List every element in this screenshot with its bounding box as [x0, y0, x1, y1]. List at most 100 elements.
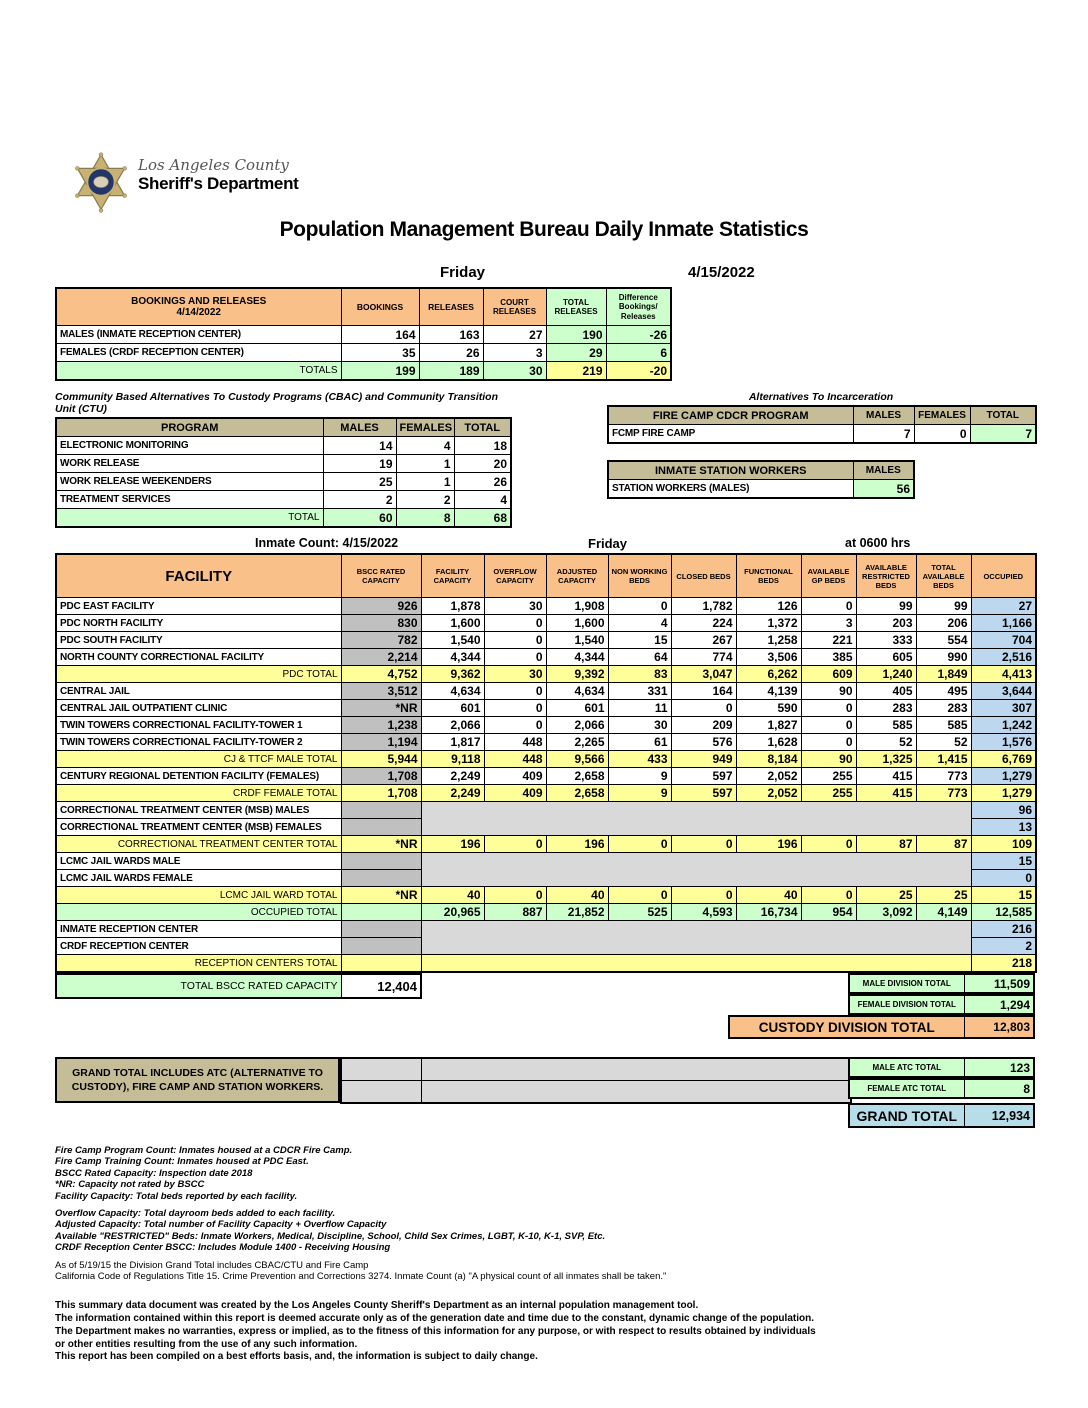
occupied-cell: 1,576	[970, 733, 1037, 751]
value-cell: 35	[340, 343, 420, 362]
col-closed-beds: CLOSED BEDS	[670, 553, 737, 598]
grand-total-zone: GRAND TOTAL INCLUDES ATC (ALTERNATIVE TO…	[55, 1057, 1035, 1128]
col-facility-capacity: FACILITY CAPACITY	[420, 553, 485, 598]
female-atc-row: FEMALE ATC TOTAL 8	[848, 1078, 1035, 1099]
value-cell: 830	[340, 614, 422, 632]
value-cell: 409	[483, 767, 547, 785]
value-cell: 585	[915, 716, 972, 734]
occupied-cell: 12,585	[970, 903, 1037, 921]
facility-label: TWIN TOWERS CORRECTIONAL FACILITY-TOWER …	[55, 733, 342, 751]
occupied-cell: 6,769	[970, 750, 1037, 768]
cbac-row: TREATMENT SERVICES 2 2 4	[55, 490, 512, 509]
col-females: FEMALES	[395, 417, 455, 437]
value-cell: 1,782	[670, 597, 737, 615]
value-cell: 887	[483, 903, 547, 921]
value-cell: 590	[735, 699, 802, 717]
facility-label: INMATE RECEPTION CENTER	[55, 920, 342, 938]
facility-label: TWIN TOWERS CORRECTIONAL FACILITY-TOWER …	[55, 716, 342, 734]
facility-row: CENTURY REGIONAL DETENTION FACILITY (FEM…	[55, 767, 1037, 785]
facility-row: CJ & TTCF MALE TOTAL 5,944 9,118 448 9,566 43…	[55, 750, 1037, 768]
value-cell: 4,752	[340, 665, 422, 683]
value-cell: 1,817	[420, 733, 485, 751]
occupied-cell: 1,242	[970, 716, 1037, 734]
value-cell: 209	[670, 716, 737, 734]
facility-row: LCMC JAIL WARD TOTAL *NR 40 0 40 0 0 40 0 25 25 15	[55, 886, 1037, 904]
value-cell: 2,249	[420, 784, 485, 802]
disclaimer-line: This report has been compiled on a best …	[55, 1351, 538, 1363]
value-cell: 597	[670, 784, 737, 802]
fire-camp-header: FIRE CAMP CDCR PROGRAM	[607, 405, 854, 425]
grand-gray-cells	[340, 1057, 852, 1104]
value-cell: 9,118	[420, 750, 485, 768]
bookings-totals-row: TOTALS 199 189 30 219 -20	[55, 361, 672, 381]
facility-row: CRDF FEMALE TOTAL 1,708 2,249 409 2,658 9 597 2…	[55, 784, 1037, 802]
occupied-total-label: OCCUPIED TOTAL	[55, 903, 342, 921]
bookings-date: 4/14/2022	[176, 307, 222, 318]
occupied-cell: 27	[970, 597, 1037, 615]
value-cell: 1,708	[340, 784, 422, 802]
male-division-row: MALE DIVISION TOTAL 11,509	[848, 973, 1035, 994]
value-cell: 601	[545, 699, 609, 717]
station-workers-header-row: INMATE STATION WORKERS MALES	[607, 460, 915, 480]
occupied-cell: 1,279	[970, 784, 1037, 802]
value-cell: 1,240	[855, 665, 917, 683]
station-workers-header: INMATE STATION WORKERS	[607, 460, 854, 480]
value-cell: *NR	[340, 699, 422, 717]
col-available-restricted-beds: AVAILABLE RESTRICTED BEDS	[855, 553, 917, 598]
grand-total: GRAND TOTAL 12,934	[848, 1103, 1035, 1128]
gray-cell	[340, 1080, 422, 1104]
value-cell: 409	[483, 784, 547, 802]
value-cell: 6,262	[735, 665, 802, 683]
value-cell: 9	[607, 767, 672, 785]
subtotal-label: LCMC JAIL WARD TOTAL	[55, 886, 342, 904]
occupied-cell: 0	[970, 869, 1037, 887]
cbac-row: ELECTRONIC MONITORING 14 4 18	[55, 436, 512, 455]
value-cell: 0	[607, 835, 672, 853]
value-cell: 926	[340, 597, 422, 615]
value-cell: 774	[670, 648, 737, 666]
occupied-cell: 15	[970, 886, 1037, 904]
value-cell: 196	[545, 835, 609, 853]
totals-cell: 199	[340, 361, 420, 381]
value-cell: 87	[855, 835, 917, 853]
total-cell: 8	[395, 508, 455, 528]
value-cell: 4	[607, 614, 672, 632]
value-cell: 1,372	[735, 614, 802, 632]
total-cell: 60	[322, 508, 397, 528]
value-cell: 333	[855, 631, 917, 649]
footnote-line: Overflow Capacity: Total dayroom beds ad…	[55, 1207, 336, 1219]
facility-label: CENTURY REGIONAL DETENTION FACILITY (FEM…	[55, 767, 342, 785]
facility-row: CRDF RECEPTION CENTER 2	[55, 937, 1037, 955]
value-cell: *NR	[340, 886, 422, 904]
value-cell: 126	[735, 597, 802, 615]
value-cell: 448	[483, 750, 547, 768]
facility-label: CENTRAL JAIL OUTPATIENT CLINIC	[55, 699, 342, 717]
value-cell: 0	[670, 699, 737, 717]
gray-cell	[340, 1057, 422, 1081]
totals-cell: 30	[482, 361, 547, 381]
value-cell: 525	[607, 903, 672, 921]
value-cell: 52	[915, 733, 972, 751]
value-cell: 495	[915, 682, 972, 700]
value-cell: 164	[340, 325, 420, 344]
totals-label: TOTALS	[55, 361, 342, 381]
subtotal-label: RECEPTION CENTERS TOTAL	[55, 954, 342, 973]
value-cell: 52	[855, 733, 917, 751]
bscc-cell	[340, 920, 422, 938]
facility-row: CORRECTIONAL TREATMENT CENTER (MSB) MALE…	[55, 801, 1037, 836]
value-cell: 1,600	[420, 614, 485, 632]
col-adjusted-capacity: ADJUSTED CAPACITY	[545, 553, 609, 598]
value-cell: 19	[322, 454, 397, 473]
value-cell: 4,149	[915, 903, 972, 921]
value-cell: 331	[607, 682, 672, 700]
value-cell: 1,708	[340, 767, 422, 785]
value-cell: 9	[607, 784, 672, 802]
value-cell: 3,512	[340, 682, 422, 700]
footnote-line: Fire Camp Training Count: Inmates housed…	[55, 1156, 309, 1168]
value-cell: 554	[915, 631, 972, 649]
col-females: FEMALES	[913, 405, 971, 425]
value-cell: 9,392	[545, 665, 609, 683]
value-cell: 99	[855, 597, 917, 615]
facility-row: OCCUPIED TOTAL 20,965 887 21,852 525 4,593 16,…	[55, 903, 1037, 921]
atc-totals: MALE ATC TOTAL 123 FEMALE ATC TOTAL 8	[848, 1057, 1035, 1099]
